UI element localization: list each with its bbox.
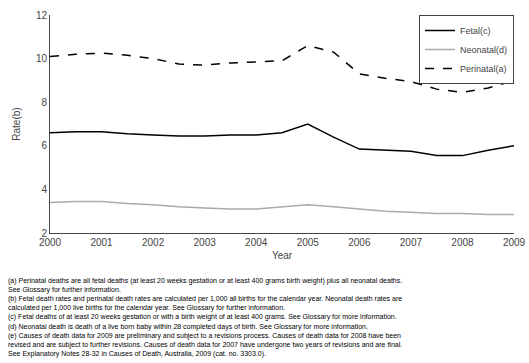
svg-text:2000: 2000	[39, 237, 62, 248]
svg-text:2005: 2005	[297, 237, 320, 248]
svg-text:2009: 2009	[503, 237, 526, 248]
svg-text:6: 6	[41, 140, 47, 151]
svg-text:Rate(b): Rate(b)	[11, 107, 22, 140]
svg-text:(a) Perinatal deaths are all f: (a) Perinatal deaths are all fetal death…	[8, 277, 402, 358]
svg-text:10: 10	[36, 53, 48, 64]
svg-text:8: 8	[41, 97, 47, 108]
svg-text:2001: 2001	[90, 237, 113, 248]
svg-text:Perinatal(a): Perinatal(a)	[460, 64, 507, 74]
svg-text:Year: Year	[272, 250, 293, 261]
svg-text:12: 12	[36, 10, 48, 21]
svg-text:2006: 2006	[348, 237, 371, 248]
svg-text:2002: 2002	[142, 237, 165, 248]
svg-text:Neonatal(d): Neonatal(d)	[460, 45, 507, 55]
svg-text:4: 4	[41, 184, 47, 195]
svg-text:Fetal(c): Fetal(c)	[460, 26, 491, 36]
svg-text:2003: 2003	[194, 237, 217, 248]
svg-text:2007: 2007	[400, 237, 423, 248]
svg-text:2008: 2008	[451, 237, 474, 248]
svg-text:2: 2	[41, 228, 47, 239]
svg-text:2004: 2004	[245, 237, 268, 248]
